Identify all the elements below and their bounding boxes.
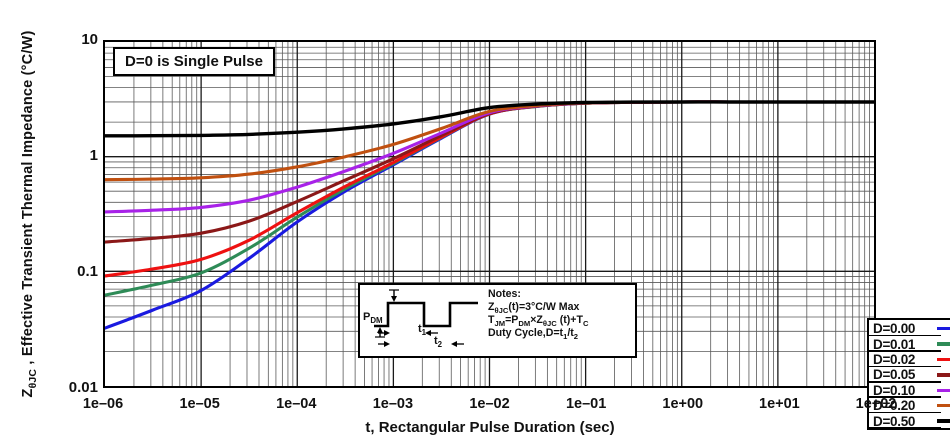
- x-tick-label: 1e–01: [565, 396, 607, 412]
- y-tick-label: 10: [81, 31, 98, 48]
- y-tick-label: 1: [89, 147, 98, 164]
- note-line-1: ZθJC(t)=3°C/W Max: [488, 301, 580, 316]
- legend-color-line: [937, 326, 950, 331]
- legend-label: D=0.01: [873, 336, 916, 352]
- legend-row-divider: [869, 396, 941, 398]
- pdm-label: PDM: [363, 311, 383, 326]
- legend-item: D=0.02: [869, 351, 950, 368]
- t2-label: t2: [434, 335, 443, 350]
- x-tick-label: 1e–04: [276, 396, 317, 412]
- legend-item: D=0.01: [869, 336, 950, 352]
- series-curve-D050: [105, 100, 874, 138]
- y-axis-label: ZθJC , Effective Transient Thermal Imped…: [20, 0, 39, 429]
- t1-label: t1: [418, 323, 427, 338]
- x-tick-label: 1e+02: [855, 396, 897, 412]
- single-pulse-annotation: D=0 is Single Pulse: [113, 47, 275, 76]
- legend-color-line: [937, 419, 950, 423]
- note-line-3: Duty Cycle,D=t1/t2: [488, 327, 579, 342]
- x-tick-label: 1e+01: [759, 396, 800, 412]
- legend-color-line: [937, 342, 950, 346]
- y-tick-label: 0.01: [68, 379, 98, 396]
- legend-label: D=0.05: [873, 367, 916, 383]
- legend-item: D=0.10: [869, 382, 950, 398]
- legend-row-divider: [869, 381, 941, 383]
- legend-row-divider: [869, 334, 941, 337]
- legend-color-line: [937, 388, 950, 392]
- x-tick-label: 1e–02: [469, 396, 510, 412]
- legend-label: D=0.10: [873, 382, 916, 398]
- legend-row-divider: [869, 365, 941, 368]
- notes-inset-box: PDM t1 t2 Notes: ZθJC(t)=3°C/W Max TJM=P…: [358, 283, 637, 358]
- notes-text: Notes: ZθJC(t)=3°C/W Max TJM=PDM×ZθJC (t…: [486, 285, 635, 356]
- legend-row-divider: [869, 411, 941, 414]
- note-line-2: TJM=PDM×ZθJC (t)+TC: [488, 314, 589, 329]
- x-tick-label: 1e–06: [82, 396, 124, 412]
- legend-color-line: [937, 357, 950, 362]
- legend-label: D=0.50: [873, 413, 916, 429]
- y-axis-label-text: ZθJC , Effective Transient Thermal Imped…: [20, 30, 39, 398]
- x-tick-label: 1e–03: [372, 396, 414, 412]
- legend-row-divider: [869, 427, 941, 429]
- y-tick-label: 0.1: [77, 263, 98, 280]
- legend-color-line: [937, 373, 950, 377]
- legend-label: D=0.20: [873, 398, 916, 414]
- pulse-waveform-graphic: [374, 289, 478, 347]
- x-tick-label: 1e+00: [662, 396, 704, 412]
- x-tick-label: 1e–05: [179, 396, 220, 412]
- legend-row-divider: [869, 350, 941, 352]
- legend-color-line: [937, 403, 950, 408]
- legend-item: D=0.00: [869, 321, 950, 337]
- legend-item: D=0.20: [869, 398, 950, 414]
- chart-legend: D=0.00 D=0.01 D=0.02 D=0.05 D=0.10 D=0.20 D=0.…: [867, 318, 950, 430]
- notes-title: Notes:: [488, 288, 521, 300]
- thermal-impedance-chart: [105, 42, 874, 386]
- legend-item: D=0.05: [869, 367, 950, 383]
- pulse-waveform-diagram: PDM t1 t2: [360, 285, 486, 356]
- x-axis-label: t, Rectangular Pulse Duration (sec): [365, 419, 615, 436]
- legend-label: D=0.00: [873, 321, 916, 337]
- legend-label: D=0.02: [873, 351, 916, 367]
- legend-item: D=0.50: [869, 413, 950, 429]
